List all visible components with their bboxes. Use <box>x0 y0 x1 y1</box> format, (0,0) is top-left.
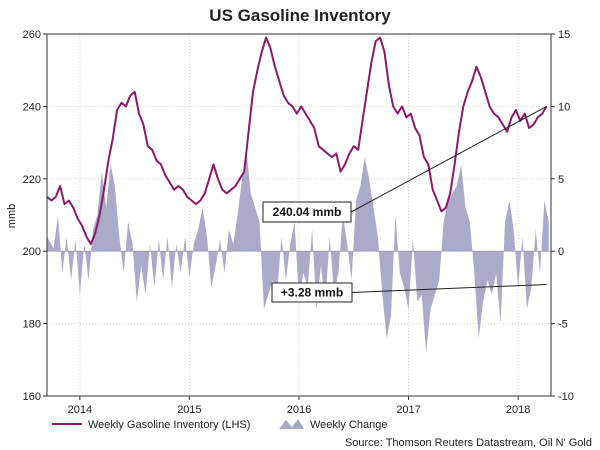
x-tick-label: 2014 <box>68 404 92 416</box>
right-y-axis: -10 -5 0 5 10 15 <box>551 29 574 403</box>
x-tick-label: 2017 <box>396 404 420 416</box>
left-tick-label: 260 <box>23 29 41 41</box>
annotation-leader <box>350 105 547 213</box>
y-axis-label: mmb <box>6 204 18 228</box>
legend-label-weekly-change: Weekly Change <box>310 419 387 431</box>
x-tick-label: 2016 <box>287 404 311 416</box>
right-tick-label: 5 <box>558 174 564 186</box>
inventory-series <box>46 36 548 245</box>
left-y-axis: 160 180 200 220 240 260 <box>23 29 47 403</box>
right-tick-label: 0 <box>558 246 564 258</box>
right-tick-label: 15 <box>558 29 570 41</box>
right-tick-label: -10 <box>558 391 574 403</box>
x-tick-label: 2015 <box>177 404 201 416</box>
annotation-leader <box>351 284 547 293</box>
annotation-label: +3.28 mmb <box>281 286 343 300</box>
weekly-change-series <box>47 149 551 353</box>
inventory-line <box>46 36 548 245</box>
right-tick-label: -5 <box>558 319 568 331</box>
x-axis: 2014 2015 2016 2017 2018 <box>68 396 530 416</box>
left-tick-label: 240 <box>23 101 41 113</box>
legend-area-swatch <box>279 419 304 429</box>
left-tick-label: 200 <box>23 246 41 258</box>
legend-label-inventory: Weekly Gasoline Inventory (LHS) <box>88 419 250 431</box>
annotation-box <box>262 201 352 223</box>
right-tick-label: 10 <box>558 101 570 113</box>
annotation-label: 240.04 mmb <box>273 205 342 219</box>
x-tick-label: 2018 <box>506 404 530 416</box>
left-tick-label: 180 <box>23 319 41 331</box>
left-tick-label: 220 <box>23 174 41 186</box>
annotation-box <box>271 282 353 303</box>
legend: Weekly Gasoline Inventory (LHS) Weekly C… <box>52 419 387 431</box>
annotations: 240.04 mmb +3.28 mmb <box>262 105 547 303</box>
left-tick-label: 160 <box>23 391 41 403</box>
source-note: Source: Thomson Reuters Datastream, Oil … <box>345 437 592 449</box>
chart-title: US Gasoline Inventory <box>209 6 391 25</box>
